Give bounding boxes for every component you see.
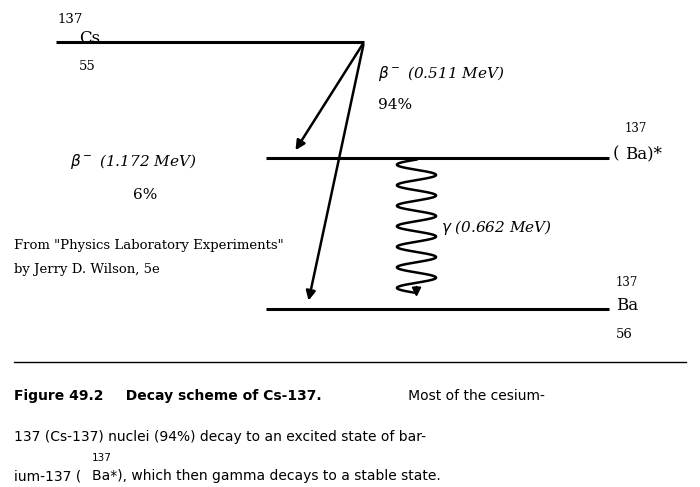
Text: Cs: Cs [79, 30, 100, 47]
Text: 6%: 6% [133, 187, 158, 202]
Text: Most of the cesium-: Most of the cesium- [395, 389, 545, 403]
Text: Ba)*: Ba)* [625, 146, 662, 163]
Text: 94%: 94% [378, 98, 412, 112]
Text: From "Physics Laboratory Experiments": From "Physics Laboratory Experiments" [14, 239, 284, 252]
Text: by Jerry D. Wilson, 5e: by Jerry D. Wilson, 5e [14, 263, 160, 277]
Text: 137: 137 [616, 276, 638, 289]
Text: Figure 49.2: Figure 49.2 [14, 389, 104, 403]
Text: Decay scheme of Cs-137.: Decay scheme of Cs-137. [116, 389, 321, 403]
Text: 137: 137 [625, 122, 648, 135]
Text: 56: 56 [616, 328, 633, 341]
Text: 55: 55 [79, 59, 96, 73]
Text: Ba: Ba [616, 297, 638, 314]
Text: 137: 137 [57, 13, 83, 26]
Text: $\beta^-$ (1.172 MeV): $\beta^-$ (1.172 MeV) [70, 152, 197, 171]
Text: Ba*), which then gamma decays to a stable state.: Ba*), which then gamma decays to a stabl… [92, 469, 440, 483]
Text: 137 (Cs-137) nuclei (94%) decay to an excited state of bar-: 137 (Cs-137) nuclei (94%) decay to an ex… [14, 430, 426, 444]
Text: (: ( [612, 146, 619, 163]
Text: $\beta^-$ (0.511 MeV): $\beta^-$ (0.511 MeV) [378, 64, 505, 83]
Text: 137: 137 [92, 453, 111, 463]
Text: $\gamma$ (0.662 MeV): $\gamma$ (0.662 MeV) [441, 218, 552, 238]
Text: ium-137 (: ium-137 ( [14, 469, 81, 483]
